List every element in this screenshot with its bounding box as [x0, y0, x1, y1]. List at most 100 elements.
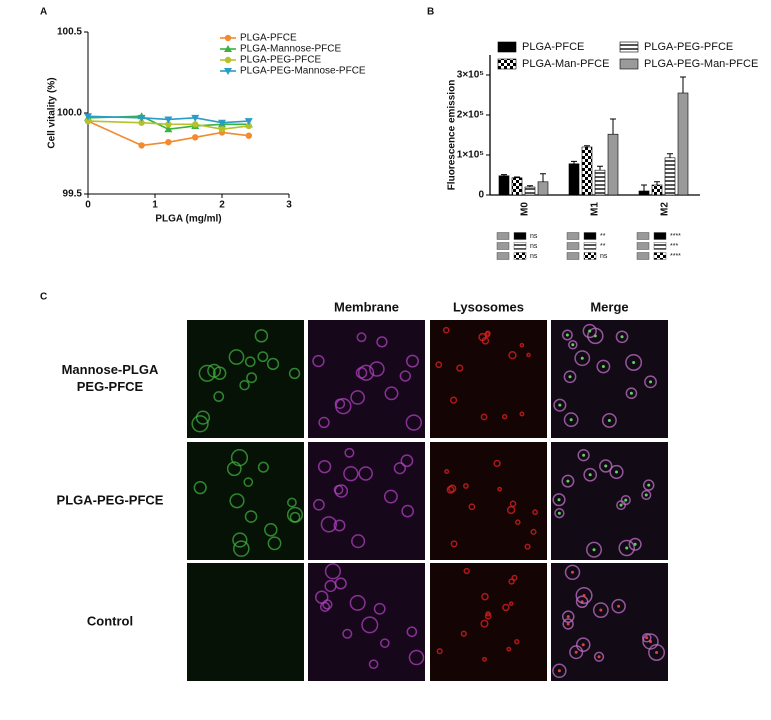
cell — [408, 649, 425, 666]
cell-spot — [620, 335, 624, 339]
error-bar — [571, 160, 577, 164]
error-bar — [540, 173, 546, 182]
cell — [350, 390, 365, 405]
cell — [267, 536, 282, 551]
cell-spot — [655, 650, 659, 654]
cell — [233, 540, 250, 557]
error-bar — [514, 176, 520, 178]
cell-spot — [569, 418, 573, 422]
marker — [84, 113, 92, 121]
row-label: PEG-PFCE — [77, 379, 144, 394]
bar — [498, 175, 510, 196]
sig-icon — [636, 242, 650, 250]
sig-icon — [653, 252, 667, 260]
micrograph — [551, 320, 668, 438]
cell — [460, 630, 467, 637]
marker — [224, 68, 232, 75]
panel-label: C — [40, 292, 47, 303]
cell — [335, 398, 352, 415]
cell-spot — [566, 622, 570, 626]
cell — [599, 459, 613, 473]
cell — [563, 370, 577, 384]
marker — [245, 122, 252, 130]
column-header: Membrane — [334, 299, 399, 314]
cell — [480, 619, 489, 628]
marker — [224, 45, 232, 52]
cell-spot — [597, 655, 601, 659]
cell-spot — [571, 343, 575, 347]
cell — [228, 349, 245, 365]
cell — [289, 511, 301, 523]
marker — [192, 134, 199, 141]
bar — [664, 157, 676, 196]
x-tick-label: 3 — [286, 200, 292, 211]
cell — [508, 578, 515, 585]
marker — [137, 114, 146, 122]
cell — [514, 639, 520, 645]
cell — [480, 413, 488, 421]
marker — [165, 121, 172, 128]
micrograph — [187, 320, 304, 438]
row-label: Mannose-PLGA — [62, 362, 159, 377]
cell — [641, 489, 652, 501]
x-tick-label: M1 — [590, 202, 601, 216]
cell — [641, 632, 652, 643]
cell-spot — [588, 473, 592, 477]
cell-spot — [558, 403, 562, 407]
cell — [207, 363, 222, 378]
sig-icon — [566, 252, 580, 260]
cell — [312, 354, 325, 368]
cell — [446, 485, 455, 494]
cell — [561, 329, 573, 341]
cell — [244, 356, 256, 368]
cell — [191, 415, 209, 433]
cell — [193, 481, 207, 495]
cell — [287, 497, 297, 508]
x-tick-label: 2 — [219, 200, 225, 211]
cell — [493, 459, 501, 468]
bar — [537, 181, 549, 196]
error-bar — [641, 184, 647, 191]
x-tick-label: 1 — [152, 200, 158, 211]
cell-spot — [645, 636, 649, 640]
cell — [232, 532, 248, 548]
cell — [239, 379, 250, 391]
cell — [509, 500, 517, 508]
marker — [192, 121, 199, 128]
cell-spot — [615, 470, 619, 474]
cell — [380, 638, 390, 648]
cell — [524, 543, 531, 550]
error-bar — [654, 181, 660, 185]
cell-spot — [571, 570, 575, 574]
x-tick-label: M0 — [520, 202, 531, 216]
image-background — [551, 320, 668, 438]
cell — [561, 474, 575, 488]
cell — [322, 599, 333, 610]
cell — [369, 361, 385, 377]
legend-label: PLGA-PEG-PFCE — [644, 41, 733, 53]
cell — [450, 540, 458, 548]
cell — [554, 508, 565, 519]
cell — [625, 353, 643, 371]
cell — [264, 523, 278, 537]
sig-icon — [653, 242, 667, 250]
legend-label: PLGA-Mannose-PFCE — [240, 44, 341, 55]
cell-spot — [588, 329, 592, 333]
cell — [575, 586, 593, 605]
cell-spot — [625, 546, 629, 550]
cell-spot — [568, 375, 572, 379]
data-line — [87, 120, 249, 147]
micrograph — [430, 563, 547, 681]
cell — [257, 351, 269, 363]
cell-spot — [580, 356, 584, 360]
cell — [562, 618, 574, 630]
cell — [213, 391, 225, 402]
cell — [611, 598, 626, 614]
panel-label: A — [40, 7, 47, 18]
marker — [218, 126, 226, 133]
cell — [484, 612, 492, 620]
error-bar — [597, 165, 603, 171]
cell-spot — [607, 418, 611, 422]
micrograph — [308, 442, 425, 560]
micrograph — [308, 320, 425, 438]
